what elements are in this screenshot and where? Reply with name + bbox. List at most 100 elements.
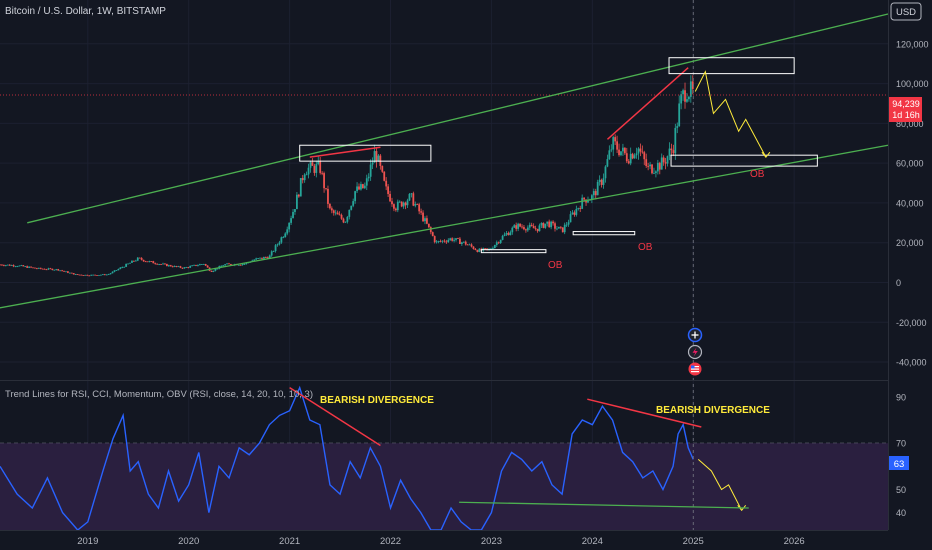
candle-body [352, 201, 355, 206]
candle-body [556, 228, 558, 230]
candle-body [134, 260, 137, 262]
rsi-divergence-line [289, 386, 381, 447]
candle-body [41, 268, 44, 270]
last-price-label: 94,239 [892, 99, 920, 109]
price-tick-label: -20,000 [896, 318, 927, 328]
candle-body [321, 172, 324, 174]
candle-body [689, 81, 692, 97]
candle-body [540, 222, 543, 226]
candle-body [127, 263, 129, 265]
candle-body [645, 159, 648, 167]
candle-body [28, 266, 31, 268]
candle-body [202, 264, 205, 265]
lightning-icon[interactable] [687, 344, 703, 360]
rsi-projection-arrowhead [737, 505, 747, 512]
candle-body [631, 153, 634, 159]
candle-body [129, 262, 131, 264]
symbol-title: Bitcoin / U.S. Dollar, 1W, BITSTAMP [5, 6, 166, 17]
candle-body [629, 153, 632, 164]
candle-body [123, 266, 126, 268]
rsi-support-line [459, 501, 749, 509]
candle-body [173, 265, 176, 267]
candle-body [375, 151, 378, 162]
divergence-line [606, 67, 689, 140]
candle-body [268, 255, 271, 259]
candle-body [47, 268, 50, 270]
candle-body [602, 178, 605, 185]
candle-body [612, 137, 615, 150]
candle-body [319, 160, 322, 173]
candle-body [523, 227, 525, 230]
candle-body [107, 274, 110, 276]
rsi-value-badge: 63 [889, 456, 909, 470]
candle-body [132, 260, 135, 262]
candle-body [682, 90, 684, 95]
rsi-value-label: 63 [894, 459, 905, 470]
candle-body [243, 263, 246, 265]
candle-body [350, 205, 353, 210]
candle-body [35, 268, 38, 270]
candle-body [596, 181, 599, 196]
candle-body [655, 171, 657, 173]
candle-body [499, 239, 502, 243]
candle-body [394, 208, 397, 211]
candle-body [65, 271, 67, 273]
candle-body [538, 225, 541, 232]
candle-body [72, 273, 75, 275]
candle-body [37, 267, 40, 269]
candle-body [464, 241, 467, 245]
candle-body [687, 96, 690, 100]
candle-body [315, 164, 318, 173]
candle-body [55, 269, 58, 270]
candle-body [12, 265, 15, 267]
price-tick-label: 100,000 [896, 79, 929, 89]
candle-body [24, 266, 27, 268]
candle-body [393, 204, 395, 209]
candle-body [486, 248, 488, 250]
candle-body [210, 270, 213, 272]
candle-body [86, 274, 89, 276]
candle-body [228, 263, 230, 265]
candle-body [214, 268, 217, 271]
candle-body [53, 269, 56, 271]
plus-icon[interactable] [687, 327, 703, 343]
flag-icon[interactable] [688, 362, 702, 376]
candle-body [88, 275, 91, 277]
candle-body [18, 265, 21, 267]
candle-body [505, 233, 508, 235]
candle-body [177, 266, 180, 268]
candle-body [410, 193, 413, 195]
candle-body [309, 162, 312, 168]
currency-button[interactable]: USD [890, 2, 922, 21]
candle-body [424, 218, 426, 222]
candle-body [616, 141, 618, 150]
candle-body [115, 270, 118, 271]
candle-body [658, 162, 661, 170]
candle-body [103, 274, 106, 276]
candle-body [515, 225, 518, 229]
candle-body [678, 103, 681, 127]
candle-body [160, 264, 162, 265]
candle-body [431, 232, 434, 237]
candle-body [414, 204, 417, 206]
candle-body [32, 267, 34, 269]
candle-body [472, 246, 475, 249]
candle-body [4, 265, 7, 266]
candle-body [162, 263, 164, 265]
candle-body [524, 229, 527, 231]
candle-body [272, 251, 275, 252]
candle-body [136, 257, 139, 261]
x-tick-label: 2020 [178, 536, 199, 547]
candle-body [544, 223, 547, 228]
candle-body [336, 212, 339, 215]
candle-body [171, 266, 174, 268]
x-tick-label: 2025 [683, 536, 704, 547]
candle-body [325, 188, 327, 190]
candle-body [282, 237, 285, 238]
candle-body [526, 227, 529, 231]
candle-body [398, 201, 401, 203]
candle-body [513, 225, 516, 228]
candle-body [484, 248, 487, 250]
candle-body [179, 266, 182, 268]
candle-body [49, 268, 52, 270]
